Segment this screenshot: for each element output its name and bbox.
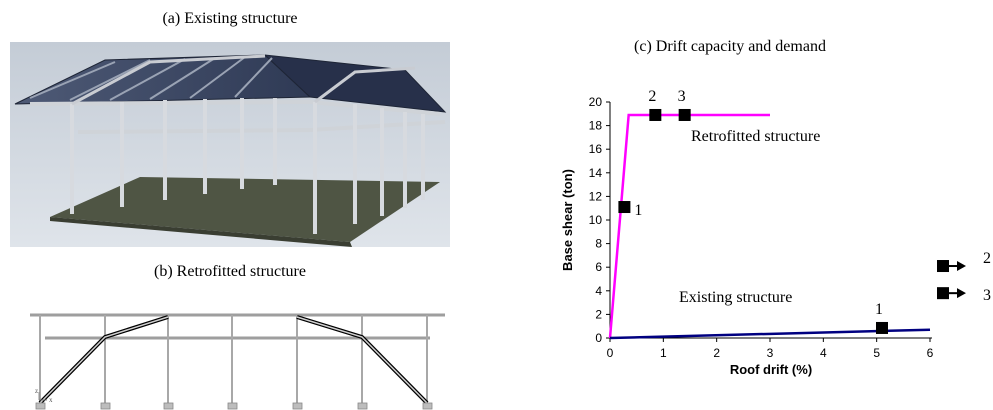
y-tick-label: 18 bbox=[589, 119, 603, 133]
y-tick-label: 10 bbox=[589, 213, 603, 227]
demand-point-marker bbox=[649, 108, 662, 121]
x-tick-label: 5 bbox=[873, 346, 880, 360]
existing-structure-render bbox=[10, 42, 450, 247]
offscale-point-marker bbox=[937, 287, 949, 300]
y-tick-label: 20 bbox=[589, 95, 603, 109]
caption-drift-capacity: (c) Drift capacity and demand bbox=[634, 38, 826, 55]
caption-existing-structure: (a) Existing structure bbox=[162, 10, 298, 27]
caption-retrofitted-structure: (b) Retrofitted structure bbox=[154, 263, 306, 280]
x-tick-label: 6 bbox=[927, 346, 934, 360]
offscale-arrow-icon bbox=[957, 288, 966, 299]
retrofitted-structure-elevation: z x bbox=[30, 313, 445, 410]
demand-point-marker bbox=[618, 201, 631, 214]
x-tick-label: 1 bbox=[660, 346, 667, 360]
offscale-arrow-icon bbox=[957, 261, 966, 272]
x-axis-title: Roof drift (%) bbox=[730, 362, 812, 377]
series-label-existing: Existing structure bbox=[679, 289, 792, 306]
demand-point-label: 1 bbox=[875, 301, 883, 318]
series-retrofitted-line bbox=[608, 113, 770, 339]
x-tick-label: 2 bbox=[713, 346, 720, 360]
y-axis-title: Base shear (ton) bbox=[560, 169, 575, 271]
offscale-point-marker bbox=[937, 260, 949, 273]
offscale-point-label: 2 bbox=[983, 250, 991, 267]
demand-point-marker bbox=[876, 321, 888, 334]
demand-point-label: 2 bbox=[648, 88, 656, 105]
y-tick-label: 12 bbox=[589, 189, 603, 203]
axis-x-label: x bbox=[49, 396, 53, 404]
x-tick-label: 0 bbox=[607, 346, 614, 360]
demand-point-label: 1 bbox=[634, 202, 642, 219]
y-tick-label: 16 bbox=[589, 142, 603, 156]
demand-point-marker bbox=[678, 108, 691, 121]
x-tick-label: 4 bbox=[820, 346, 827, 360]
axis-z-label: z bbox=[35, 387, 38, 395]
series-label-retrofitted: Retrofitted structure bbox=[691, 128, 820, 145]
y-tick-label: 14 bbox=[589, 166, 603, 180]
y-tick-label: 2 bbox=[595, 307, 602, 321]
y-tick-label: 4 bbox=[595, 284, 602, 298]
x-tick-label: 3 bbox=[767, 346, 774, 360]
y-tick-label: 8 bbox=[595, 237, 602, 251]
y-tick-label: 0 bbox=[595, 331, 602, 345]
offscale-point-label: 3 bbox=[983, 287, 991, 304]
y-tick-label: 6 bbox=[595, 260, 602, 274]
demand-point-label: 3 bbox=[678, 88, 686, 105]
